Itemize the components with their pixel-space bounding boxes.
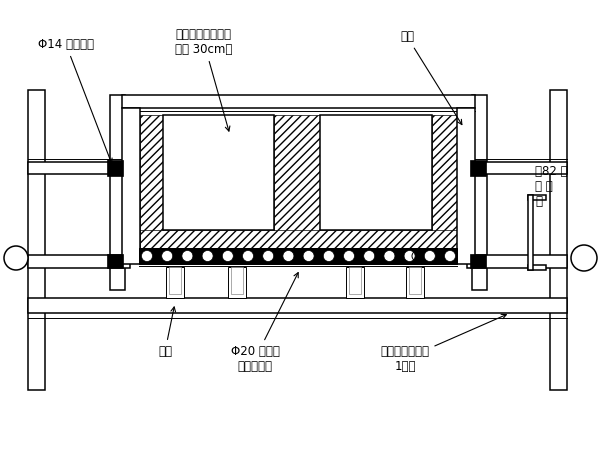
- Bar: [528, 195, 533, 270]
- Bar: [550, 90, 567, 390]
- Bar: [228, 267, 246, 298]
- Bar: [122, 95, 475, 108]
- Bar: [349, 267, 361, 294]
- Circle shape: [283, 251, 294, 261]
- Bar: [107, 160, 123, 176]
- Circle shape: [343, 251, 355, 261]
- Bar: [140, 230, 457, 248]
- Circle shape: [445, 251, 455, 261]
- Bar: [139, 248, 457, 264]
- Circle shape: [404, 251, 415, 261]
- Text: 〈82 槽
锂 横
梁: 〈82 槽 锂 横 梁: [535, 165, 568, 208]
- Circle shape: [323, 251, 334, 261]
- Bar: [28, 162, 130, 174]
- Bar: [166, 267, 184, 298]
- Circle shape: [242, 251, 254, 261]
- Bar: [28, 255, 130, 268]
- Circle shape: [162, 251, 173, 261]
- Bar: [28, 90, 45, 390]
- Bar: [110, 95, 125, 290]
- Circle shape: [424, 251, 436, 261]
- Text: Φ20 螺纹锂
筋底模骨架: Φ20 螺纹锂 筋底模骨架: [230, 273, 298, 373]
- Bar: [346, 267, 364, 298]
- Text: 第一次浇筑层（顶
板底 30cm）: 第一次浇筑层（顶 板底 30cm）: [175, 28, 232, 131]
- Bar: [409, 267, 421, 294]
- Circle shape: [263, 251, 274, 261]
- Bar: [320, 115, 432, 230]
- Bar: [432, 115, 457, 248]
- Text: 顶托: 顶托: [158, 307, 176, 358]
- Circle shape: [384, 251, 395, 261]
- Bar: [472, 95, 487, 290]
- Circle shape: [303, 251, 314, 261]
- Circle shape: [4, 246, 28, 270]
- Bar: [406, 267, 424, 298]
- Bar: [107, 254, 123, 268]
- Bar: [163, 115, 274, 230]
- Bar: [470, 160, 486, 176]
- Bar: [457, 108, 475, 264]
- Bar: [467, 255, 567, 268]
- Bar: [122, 108, 140, 264]
- Bar: [231, 267, 243, 294]
- Bar: [528, 195, 546, 200]
- Circle shape: [202, 251, 213, 261]
- Circle shape: [571, 245, 597, 271]
- Bar: [274, 115, 320, 248]
- Text: 侧模: 侧模: [400, 30, 462, 125]
- Circle shape: [364, 251, 374, 261]
- Bar: [528, 265, 546, 270]
- Circle shape: [142, 251, 152, 261]
- Circle shape: [223, 251, 233, 261]
- Bar: [28, 298, 567, 313]
- Text: 操作平台（宽度
1米）: 操作平台（宽度 1米）: [380, 315, 506, 373]
- Text: Φ14 对拉螺杆: Φ14 对拉螺杆: [38, 38, 112, 163]
- Bar: [140, 115, 163, 248]
- Bar: [467, 162, 567, 174]
- Circle shape: [182, 251, 193, 261]
- Bar: [470, 254, 486, 268]
- Bar: [169, 267, 181, 294]
